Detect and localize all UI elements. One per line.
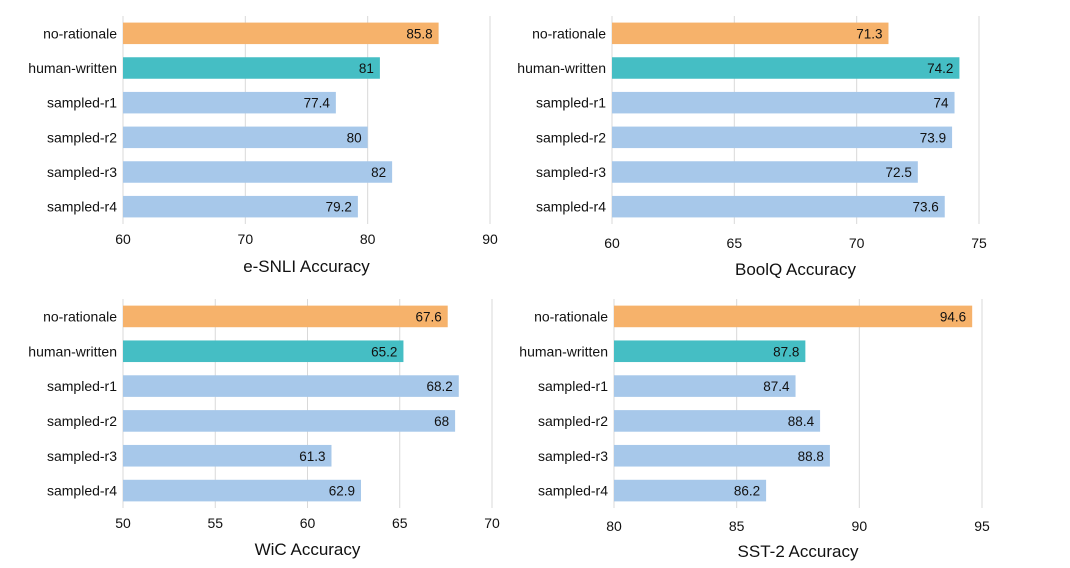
bar-sampled-r3 (123, 444, 332, 467)
bar-sampled-r2 (614, 410, 821, 432)
category-label: human-written (28, 343, 117, 359)
category-label: sampled-r2 (47, 129, 117, 145)
x-tick-label: 90 (852, 518, 868, 534)
x-tick-label: 95 (974, 518, 990, 534)
bar-no-rationale (612, 22, 889, 45)
bar-sampled-r2 (612, 126, 953, 149)
data-label: 62.9 (329, 484, 355, 499)
bar-sampled-r1 (614, 375, 796, 397)
bar-human-written (123, 340, 404, 363)
data-label: 68.2 (427, 379, 453, 394)
category-label: sampled-r4 (47, 483, 117, 499)
x-tick-label: 55 (207, 515, 223, 531)
data-label: 85.8 (406, 26, 432, 41)
category-label: human-written (28, 60, 117, 76)
category-label: sampled-r1 (47, 95, 117, 111)
data-label: 79.2 (326, 200, 352, 215)
category-label: sampled-r4 (47, 199, 117, 215)
bar-sampled-r2 (123, 410, 456, 432)
category-label: no-rationale (43, 25, 117, 41)
data-label: 88.4 (788, 414, 815, 429)
x-axis-title: WiC Accuracy (255, 540, 361, 559)
chart-panel-3: 50 55 60 65 70 no-rationale 67.6 human-written 6… (28, 299, 500, 559)
bar-no-rationale (123, 22, 439, 45)
bar-sampled-r3 (123, 161, 393, 183)
category-label: sampled-r3 (538, 448, 608, 464)
category-label: human-written (517, 60, 606, 76)
x-axis-title: BoolQ Accuracy (735, 260, 856, 279)
x-tick-label: 70 (849, 235, 865, 251)
x-tick-label: 65 (392, 515, 408, 531)
x-tick-label: 90 (482, 231, 498, 247)
x-axis-title: SST-2 Accuracy (738, 542, 859, 561)
category-label: sampled-r1 (47, 378, 117, 394)
category-label: no-rationale (534, 308, 608, 324)
data-label: 73.9 (920, 130, 946, 145)
x-axis-title: e-SNLI Accuracy (243, 257, 370, 276)
category-label: human-written (519, 343, 608, 359)
category-label: no-rationale (43, 308, 117, 324)
x-tick-label: 60 (115, 231, 131, 247)
data-label: 82 (371, 165, 386, 180)
bar-sampled-r4 (612, 195, 945, 218)
bar-sampled-r2 (123, 126, 368, 149)
category-label: sampled-r3 (47, 164, 117, 180)
category-label: sampled-r4 (536, 199, 606, 215)
x-tick-label: 60 (604, 235, 620, 251)
x-tick-label: 80 (360, 231, 376, 247)
chart-panel-1: 60 70 80 90 no-rationale 85.8 human-written 81 s… (28, 16, 498, 276)
data-label: 74 (934, 96, 950, 111)
data-label: 67.6 (415, 309, 441, 324)
bar-sampled-r1 (612, 91, 955, 114)
data-label: 65.2 (371, 344, 397, 359)
category-label: sampled-r1 (536, 95, 606, 111)
category-label: sampled-r3 (536, 164, 606, 180)
x-tick-label: 70 (484, 515, 500, 531)
category-label: no-rationale (532, 25, 606, 41)
category-label: sampled-r2 (536, 129, 606, 145)
data-label: 77.4 (304, 96, 331, 111)
bar-sampled-r3 (612, 161, 918, 183)
chart-panel-2: 60 65 70 75 no-rationale 71.3 human-written 74.… (517, 16, 987, 279)
data-label: 72.5 (886, 165, 912, 180)
bar-sampled-r3 (614, 444, 830, 467)
category-label: sampled-r1 (538, 378, 608, 394)
bar-human-written (612, 57, 960, 79)
data-label: 73.6 (912, 200, 938, 215)
data-label: 88.8 (798, 449, 824, 464)
data-label: 74.2 (927, 61, 953, 76)
data-label: 87.4 (763, 379, 790, 394)
x-tick-label: 75 (971, 235, 987, 251)
bar-sampled-r4 (614, 479, 767, 502)
x-tick-label: 65 (727, 235, 743, 251)
x-tick-label: 70 (238, 231, 254, 247)
data-label: 81 (359, 61, 374, 76)
bar-human-written (123, 57, 380, 79)
data-label: 86.2 (734, 484, 760, 499)
data-label: 68 (434, 414, 449, 429)
data-label: 94.6 (940, 309, 966, 324)
chart-panel-4: 80 85 90 95 no-rationale 94.6 human-written 87.… (519, 299, 990, 561)
x-tick-label: 60 (300, 515, 316, 531)
x-tick-label: 85 (729, 518, 745, 534)
category-label: sampled-r2 (47, 413, 117, 429)
category-label: sampled-r2 (538, 413, 608, 429)
category-label: sampled-r4 (538, 483, 608, 499)
bar-sampled-r4 (123, 479, 362, 502)
data-label: 80 (347, 130, 362, 145)
bar-human-written (614, 340, 806, 363)
category-label: sampled-r3 (47, 448, 117, 464)
bar-no-rationale (614, 305, 973, 328)
bar-sampled-r1 (123, 375, 459, 397)
bar-no-rationale (123, 305, 448, 328)
x-tick-label: 50 (115, 515, 131, 531)
x-tick-label: 80 (606, 518, 622, 534)
bar-sampled-r1 (123, 91, 336, 114)
data-label: 61.3 (299, 449, 325, 464)
data-label: 87.8 (773, 344, 799, 359)
bar-sampled-r4 (123, 195, 358, 218)
data-label: 71.3 (856, 26, 882, 41)
